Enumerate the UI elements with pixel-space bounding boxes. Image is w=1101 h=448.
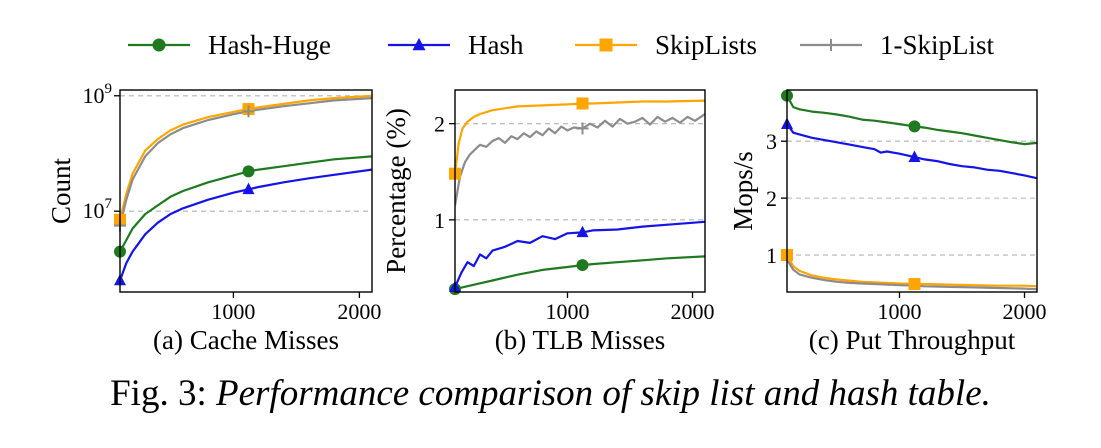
series-line-1-skiplist <box>787 259 1037 291</box>
y-tick-exponent: 7 <box>105 196 113 212</box>
data-point-skiplists <box>576 97 589 110</box>
caption-prefix: Fig. 3: <box>110 373 207 414</box>
legend-hash-label: Hash <box>468 30 524 60</box>
y-tick-label: 1 <box>766 243 777 268</box>
y-tick-exponent: 9 <box>105 81 113 97</box>
legend: Hash-Huge Hash SkipLists 1-SkipList <box>128 30 995 60</box>
y-axis-label: Percentage (%) <box>381 108 411 274</box>
axes-frame <box>454 89 706 293</box>
y-axis-label: Mops/s <box>728 151 758 231</box>
series-line-hash <box>120 168 372 281</box>
axes-frame <box>786 89 1038 293</box>
y-tick-base: 10 <box>83 83 105 108</box>
panel-subtitle: (c) Put Throughput <box>809 325 1016 355</box>
legend-hash-huge-marker <box>152 38 166 52</box>
y-tick-base: 10 <box>83 198 105 223</box>
series-line-hash-huge <box>120 155 372 253</box>
plot-area <box>455 99 705 291</box>
x-tick-label: 1000 <box>211 299 255 324</box>
x-tick-label: 2000 <box>1003 299 1047 324</box>
data-point-hash-huge <box>908 120 921 133</box>
series-line-hash <box>455 220 705 288</box>
legend-hash-huge-label: Hash-Huge <box>208 30 331 60</box>
y-tick-label: 2 <box>434 112 445 137</box>
y-tick-label: 1 <box>434 208 445 233</box>
axes-frame <box>119 89 373 293</box>
plot-area <box>787 95 1037 291</box>
series-line-1-skiplist <box>120 97 372 226</box>
series-line-skiplists <box>120 94 372 221</box>
y-axis-label: Count <box>46 157 76 224</box>
series-line-hash <box>787 123 1037 180</box>
data-point-1-skiplist <box>242 105 255 118</box>
series-line-hash-huge <box>455 255 705 291</box>
panel-tlb-misses: 1 2 1000 2000 Percentage (%) (b) TLB Misses <box>381 89 715 355</box>
x-tick-label: 1000 <box>546 299 590 324</box>
y-tick-label: 109 <box>83 81 113 108</box>
data-point-1-skiplist <box>576 122 589 135</box>
x-tick-label: 2000 <box>671 299 715 324</box>
legend-1-skiplist-marker <box>825 39 837 51</box>
caption-title: Performance comparison of skip list and … <box>216 373 991 414</box>
y-tick-label: 3 <box>766 129 777 154</box>
legend-skiplists-label: SkipLists <box>655 30 757 60</box>
data-point-hash <box>908 150 921 162</box>
y-tick-label: 2 <box>766 186 777 211</box>
series-line-skiplists <box>787 254 1037 288</box>
data-point-skiplists <box>908 278 921 291</box>
series-line-hash-huge <box>787 95 1037 146</box>
series-line-skiplists <box>455 99 705 174</box>
x-tick-label: 2000 <box>337 299 381 324</box>
data-point-hash <box>576 225 589 238</box>
legend-skiplists-marker <box>599 38 613 52</box>
panel-put-throughput: 1 2 3 1000 2000 Mops/s (c) Put Throughput <box>728 89 1047 355</box>
data-point-hash-huge <box>576 259 589 272</box>
y-tick-label: 107 <box>83 196 113 223</box>
data-point-hash <box>242 182 255 195</box>
panel-subtitle: (a) Cache Misses <box>153 325 339 355</box>
plot-area <box>120 94 372 281</box>
series-line-1-skiplist <box>455 113 705 206</box>
data-point-hash-huge <box>242 165 255 178</box>
legend-hash-marker <box>412 37 426 51</box>
figure-caption: Fig. 3: Performance comparison of skip l… <box>0 372 1101 415</box>
x-tick-label: 1000 <box>878 299 922 324</box>
panel-subtitle: (b) TLB Misses <box>495 325 666 355</box>
legend-1-skiplist-label: 1-SkipList <box>880 30 995 60</box>
